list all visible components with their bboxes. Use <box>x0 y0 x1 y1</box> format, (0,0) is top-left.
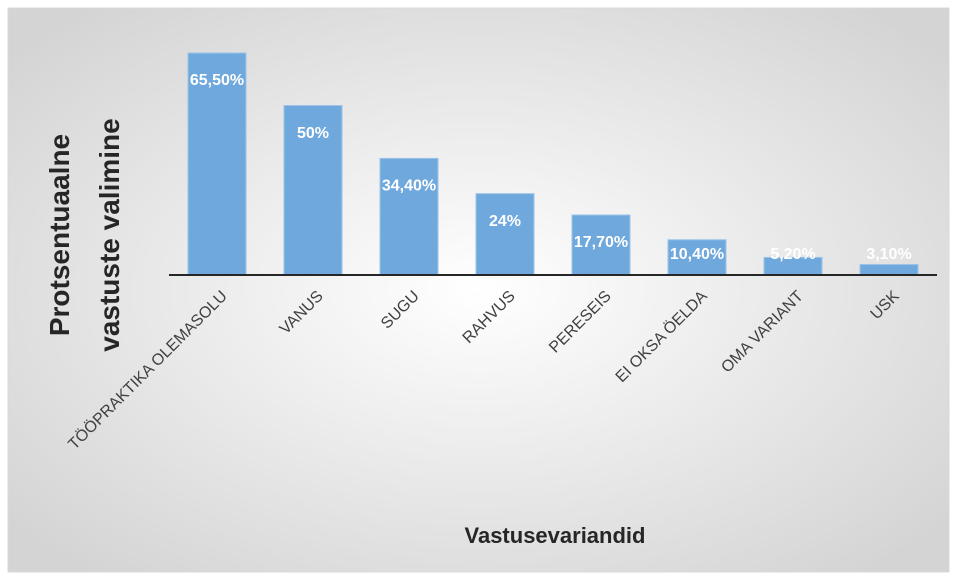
bar <box>571 214 631 276</box>
bar <box>379 157 439 276</box>
x-axis-title: Vastusevariandid <box>465 523 646 548</box>
data-label: 10,40% <box>670 246 724 263</box>
data-label: 50% <box>297 125 329 142</box>
bar <box>283 105 343 276</box>
bar <box>859 263 919 276</box>
data-label: 24% <box>489 213 521 230</box>
data-label: 65,50% <box>190 72 244 89</box>
data-label: 3,10% <box>866 246 911 263</box>
data-label: 17,70% <box>574 234 628 251</box>
bar <box>667 239 727 276</box>
bar <box>475 193 535 276</box>
data-label: 5,20% <box>770 246 815 263</box>
chart-background <box>7 7 950 573</box>
y-axis-title: Protsentuaalne vastuste valimine <box>44 118 125 352</box>
bar <box>187 52 247 276</box>
data-label: 34,40% <box>382 178 436 195</box>
